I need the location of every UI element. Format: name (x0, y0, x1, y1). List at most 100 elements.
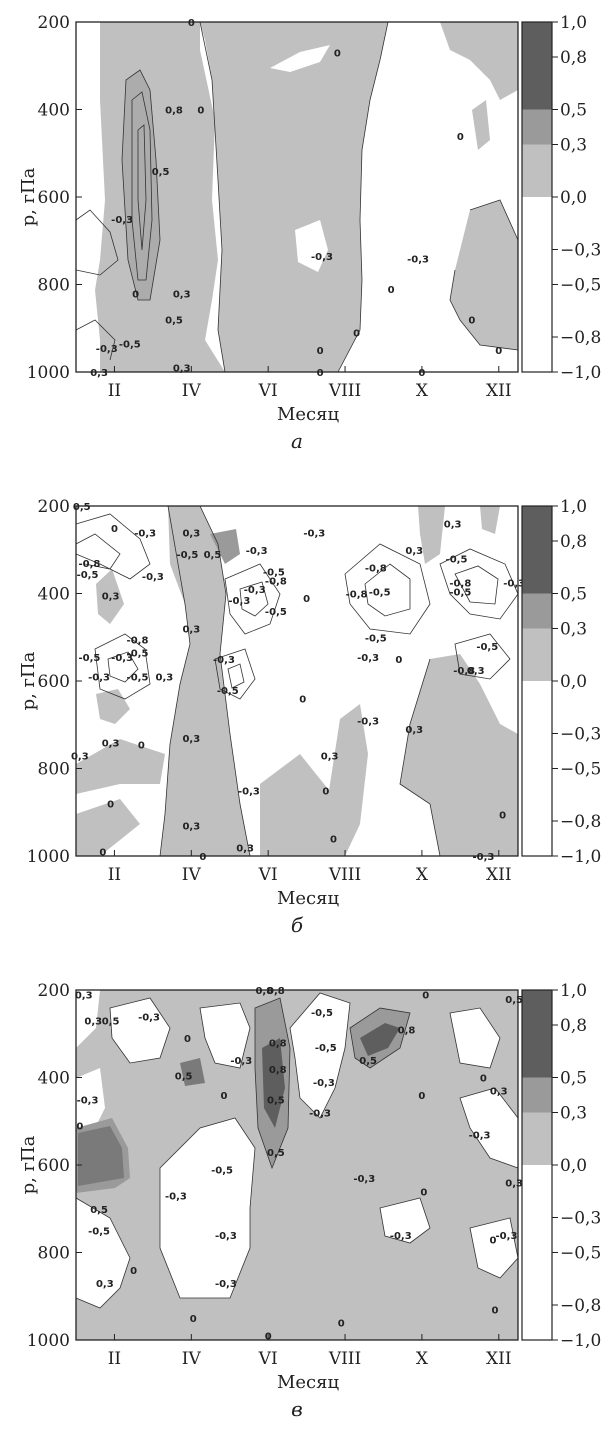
region-dark (262, 1038, 285, 1128)
contour-chart-b: 0,50 -0,3-0,8-0,50,30,3-0,5 0,5-0,30,3-0,8… (18, 497, 601, 937)
region-light (320, 704, 368, 856)
region-dark (78, 1126, 124, 1186)
region-light-small (472, 100, 490, 150)
contour-line (159, 1117, 256, 1299)
contour-label: -0,3 (503, 579, 525, 590)
y-tick-label: 600 (38, 1156, 70, 1176)
contour-label: -0,3 (111, 215, 133, 226)
region-white (200, 1003, 250, 1068)
colorbar-tick-label: 0,8 (560, 1016, 587, 1036)
contour-label: 0 (184, 1034, 191, 1045)
colorbar-band (522, 821, 552, 856)
contour-label: 0 (353, 329, 360, 340)
contour-label: -0,3 (496, 1231, 518, 1242)
region-white-top (270, 45, 330, 72)
contour-label: -0,5 (79, 653, 101, 664)
colorbar-band (522, 337, 552, 372)
x-tick-label: IV (182, 865, 202, 885)
contour-label: -0,3 (357, 653, 379, 664)
contour-label: 0,3 (173, 364, 191, 375)
y-tick-label: 400 (38, 1069, 70, 1089)
y-tick-label: 800 (38, 276, 70, 296)
contour-label: -0,3 (246, 546, 268, 557)
region-light (76, 739, 165, 794)
contour-label: 0,3 (444, 520, 462, 531)
region-mid (210, 529, 240, 564)
colorbar-band (522, 990, 552, 1025)
contour-label: 0 (420, 1187, 427, 1198)
x-tick-label: XII (486, 865, 512, 885)
contour-label: 0 (457, 132, 464, 143)
contour-label: 0,3 (490, 1087, 508, 1098)
contour-label: 0 (130, 1266, 137, 1277)
x-tick-label: VI (258, 1349, 278, 1369)
colorbar-band (522, 733, 552, 769)
contour-chart-c: 0,3 0,3 0,5 -0,3 0 0,5 -0,3 0 -0,3 0 0,8 0,8 0,8 0,8 0… (18, 981, 601, 1421)
region-white (460, 1088, 518, 1168)
x-tick-label: VI (258, 865, 278, 885)
colorbar-tick-label: −0,5 (560, 276, 601, 296)
contour-label: -0,3 (138, 1012, 160, 1023)
contour-label: -0,5 (177, 550, 199, 561)
y-axis-title: p, гПа (18, 651, 39, 710)
contour-line (349, 1007, 411, 1069)
y-axis: 200 400 600 800 1000 (27, 497, 82, 867)
x-tick-label: XII (486, 381, 512, 401)
colorbar-tick-label: 0,5 (560, 1069, 587, 1089)
contour-label: -0,3 (230, 1056, 252, 1067)
colorbar-tick-label: −0,5 (560, 1244, 601, 1264)
x-tick-label: X (416, 1349, 429, 1369)
contour-label: -0,3 (303, 528, 325, 539)
contour-label: -0,3 (142, 572, 164, 583)
colorbar-band (522, 506, 552, 541)
contour-label: 0,5 (267, 1148, 285, 1159)
contour-label: 0 (322, 786, 329, 797)
contour-label: 0 (330, 835, 337, 846)
colorbar-band (522, 1112, 552, 1165)
y-axis: 200 400 600 800 1000 (27, 981, 82, 1351)
contour-label-layer: 0,30,3 0,5 -0,300,5-0,30-0,300,80,80,80,80… (75, 986, 523, 1343)
contour-lines (75, 505, 519, 857)
contour-label: 0 (220, 1091, 227, 1102)
colorbar-tick-label: 0,3 (560, 1104, 587, 1124)
x-axis-title: Месяц (277, 404, 340, 425)
colorbar-tick-label: −0,5 (560, 760, 601, 780)
contour-label: -0,5 (127, 649, 149, 660)
contour-panel-a: 0 0,8 0,5 -0,3 0 0,3 0,5 -0,5 -0,3 0,3 0,3 0 0 -0,3 0 0… (0, 0, 614, 484)
colorbar-tick-label: 0,3 (560, 136, 587, 156)
contour-label: -0,5 (127, 673, 149, 684)
contour-line (75, 319, 116, 361)
contour-label: -0,5 (365, 633, 387, 644)
contour-line (107, 651, 139, 683)
contour-label: 0,8 (398, 1025, 416, 1036)
contour-label: 0,5 (267, 1095, 285, 1106)
region-light (76, 799, 140, 856)
colorbar-tick-label: 1,0 (560, 981, 587, 1001)
contour-line (379, 1197, 431, 1244)
contour-line (254, 997, 291, 1170)
x-tick-label: VI (258, 381, 278, 401)
contour-line (469, 1217, 519, 1279)
contour-label: 0,8 (269, 1065, 287, 1076)
contour-line (137, 124, 147, 251)
contour-label: 0,3 (467, 666, 485, 677)
contour-label: 0 (138, 740, 145, 751)
contour-label: 0,8 (255, 986, 273, 997)
x-axis: II IV VI VIII X XII (108, 366, 512, 401)
contour-panel-c: 0,3 0,3 0,5 -0,3 0 0,5 -0,3 0 -0,3 0 0,8 0,8 0,8 0,8 0… (0, 968, 614, 1452)
panel-letter: в (291, 1397, 303, 1421)
contour-label: 0,3 (182, 734, 200, 745)
contour-label: -0,8 (265, 576, 287, 587)
contour-label: -0,3 (353, 1174, 375, 1185)
contour-line (289, 992, 351, 1119)
contour-label: 0 (388, 285, 395, 296)
contour-label: 0,5 (102, 1017, 120, 1028)
contour-line (75, 513, 151, 580)
contour-label: -0,3 (88, 673, 110, 684)
contour-label: 0 (422, 990, 429, 1001)
contour-label: -0,8 (127, 635, 149, 646)
colorbar: 1,0 0,8 0,5 0,3 0,0 −0,3 −0,5 −0,8 −1,0 (521, 13, 601, 383)
colorbar-band (522, 249, 552, 285)
panel-letter: б (291, 913, 304, 937)
contour-label: 0,3 (102, 738, 120, 749)
